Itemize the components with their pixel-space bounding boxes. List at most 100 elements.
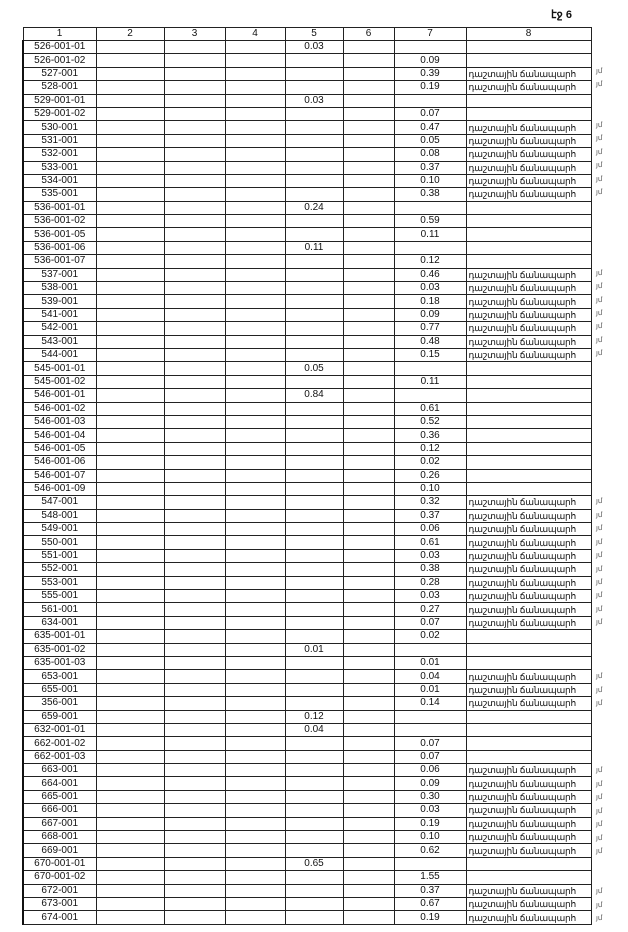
cell-col6 — [342, 160, 395, 175]
table-row: 542-001 0.77 դաշտային ճանապարհ — [22, 321, 592, 336]
cell-col4 — [224, 522, 286, 537]
cell-col6 — [342, 147, 395, 162]
cell-col5 — [284, 575, 344, 591]
cell-col6 — [342, 816, 395, 832]
cell-col4 — [224, 321, 286, 336]
cell-col5 — [284, 522, 344, 537]
cell-col2 — [95, 508, 165, 524]
cell-col2 — [95, 133, 165, 149]
cell-col6 — [342, 749, 395, 765]
cell-col2 — [95, 481, 165, 497]
cell-col7: 0.19 — [393, 816, 467, 832]
cell-col7: 0.10 — [393, 830, 467, 845]
cell-col4 — [224, 388, 286, 403]
cell-land-use: դաշտային ճանապարհ — [465, 173, 592, 189]
cell-col4 — [224, 227, 286, 242]
cell-col3 — [163, 763, 226, 778]
cell-col5 — [284, 53, 344, 68]
cell-col2 — [95, 254, 165, 269]
cell-col3 — [163, 776, 226, 791]
margin-mark: յմ — [596, 498, 603, 506]
cell-col3 — [163, 200, 226, 216]
cell-col5 — [284, 655, 344, 671]
cell-col2 — [95, 307, 165, 323]
parcel-id: 546-001-03 — [22, 414, 97, 430]
cell-col2 — [95, 562, 165, 577]
cell-col4 — [224, 602, 286, 617]
parcel-id: 532-001 — [22, 147, 97, 162]
table-row: 536-001-05 0.11 — [22, 227, 592, 242]
cell-col5 — [284, 455, 344, 470]
table-row: 634-001 0.07 դաշտային ճանապարհ — [22, 615, 592, 631]
cell-col6 — [342, 736, 395, 751]
table-row: 668-001 0.10 դաշտային ճանապարհ — [22, 830, 592, 845]
cell-land-use: դաշտային ճանապարհ — [465, 803, 592, 818]
cell-col5 — [284, 66, 344, 82]
table-row: 529-001-02 0.07 — [22, 106, 592, 122]
margin-mark: յմ — [596, 767, 603, 775]
cell-col2 — [95, 281, 165, 296]
cell-col4 — [224, 147, 286, 162]
cell-col5 — [284, 910, 344, 925]
cell-col5 — [284, 696, 344, 711]
cell-col5: 0.01 — [284, 642, 344, 657]
cell-col5: 0.03 — [284, 39, 344, 55]
cell-col6 — [342, 227, 395, 242]
table-row: 356-001 0.14 դաշտային ճանապարհ — [22, 696, 592, 711]
cell-col7: 0.08 — [393, 147, 467, 162]
cell-col7: 0.03 — [393, 281, 467, 296]
cell-col6 — [342, 254, 395, 269]
cell-col5 — [284, 803, 344, 818]
cell-col6 — [342, 214, 395, 229]
cell-col7: 0.36 — [393, 428, 467, 443]
cell-col2 — [95, 763, 165, 778]
cell-col5 — [284, 763, 344, 778]
cell-col4 — [224, 106, 286, 122]
cell-col7 — [393, 361, 467, 376]
cell-col6 — [342, 548, 395, 564]
cell-col4 — [224, 749, 286, 765]
cell-col6 — [342, 66, 395, 82]
table-row: 544-001 0.15 դաշտային ճանապարհ — [22, 347, 592, 363]
cell-col3 — [163, 267, 226, 283]
cell-col7 — [393, 93, 467, 108]
cell-col4 — [224, 468, 286, 483]
cell-col3 — [163, 896, 226, 912]
table-row: 655-001 0.01 դաշտային ճանապարհ — [22, 682, 592, 698]
cell-col3 — [163, 455, 226, 470]
parcel-id: 664-001 — [22, 776, 97, 791]
cell-col2 — [95, 468, 165, 483]
cell-col6 — [342, 120, 395, 135]
cell-col7: 0.38 — [393, 562, 467, 577]
table-row: 526-001-02 0.09 — [22, 53, 592, 68]
parcel-id: 546-001-01 — [22, 388, 97, 403]
cell-col4 — [224, 481, 286, 497]
parcel-id: 538-001 — [22, 281, 97, 296]
cell-col4 — [224, 307, 286, 323]
cell-col2 — [95, 401, 165, 416]
table-row: 672-001 0.37 դաշտային ճանապարհ — [22, 883, 592, 899]
cell-col3 — [163, 374, 226, 390]
cell-col4 — [224, 535, 286, 550]
cell-col3 — [163, 401, 226, 416]
table-row: 545-001-02 0.11 — [22, 374, 592, 390]
margin-mark: յմ — [596, 686, 603, 694]
cell-col3 — [163, 870, 226, 885]
cell-col5 — [284, 227, 344, 242]
cell-col3 — [163, 682, 226, 698]
cell-col7: 0.07 — [393, 106, 467, 122]
parcel-id: 528-001 — [22, 80, 97, 95]
cell-col3 — [163, 307, 226, 323]
cell-col4 — [224, 294, 286, 309]
parcel-id: 655-001 — [22, 682, 97, 698]
margin-mark: յմ — [596, 538, 603, 546]
cell-land-use: դաշտային ճանապարհ — [465, 830, 592, 845]
cell-col3 — [163, 562, 226, 577]
column-header: 1 — [22, 27, 97, 41]
cell-land-use — [465, 468, 592, 483]
margin-mark: յմ — [596, 901, 603, 909]
cell-land-use — [465, 455, 592, 470]
cell-col6 — [342, 455, 395, 470]
cell-col3 — [163, 789, 226, 805]
cell-col7: 0.01 — [393, 682, 467, 698]
